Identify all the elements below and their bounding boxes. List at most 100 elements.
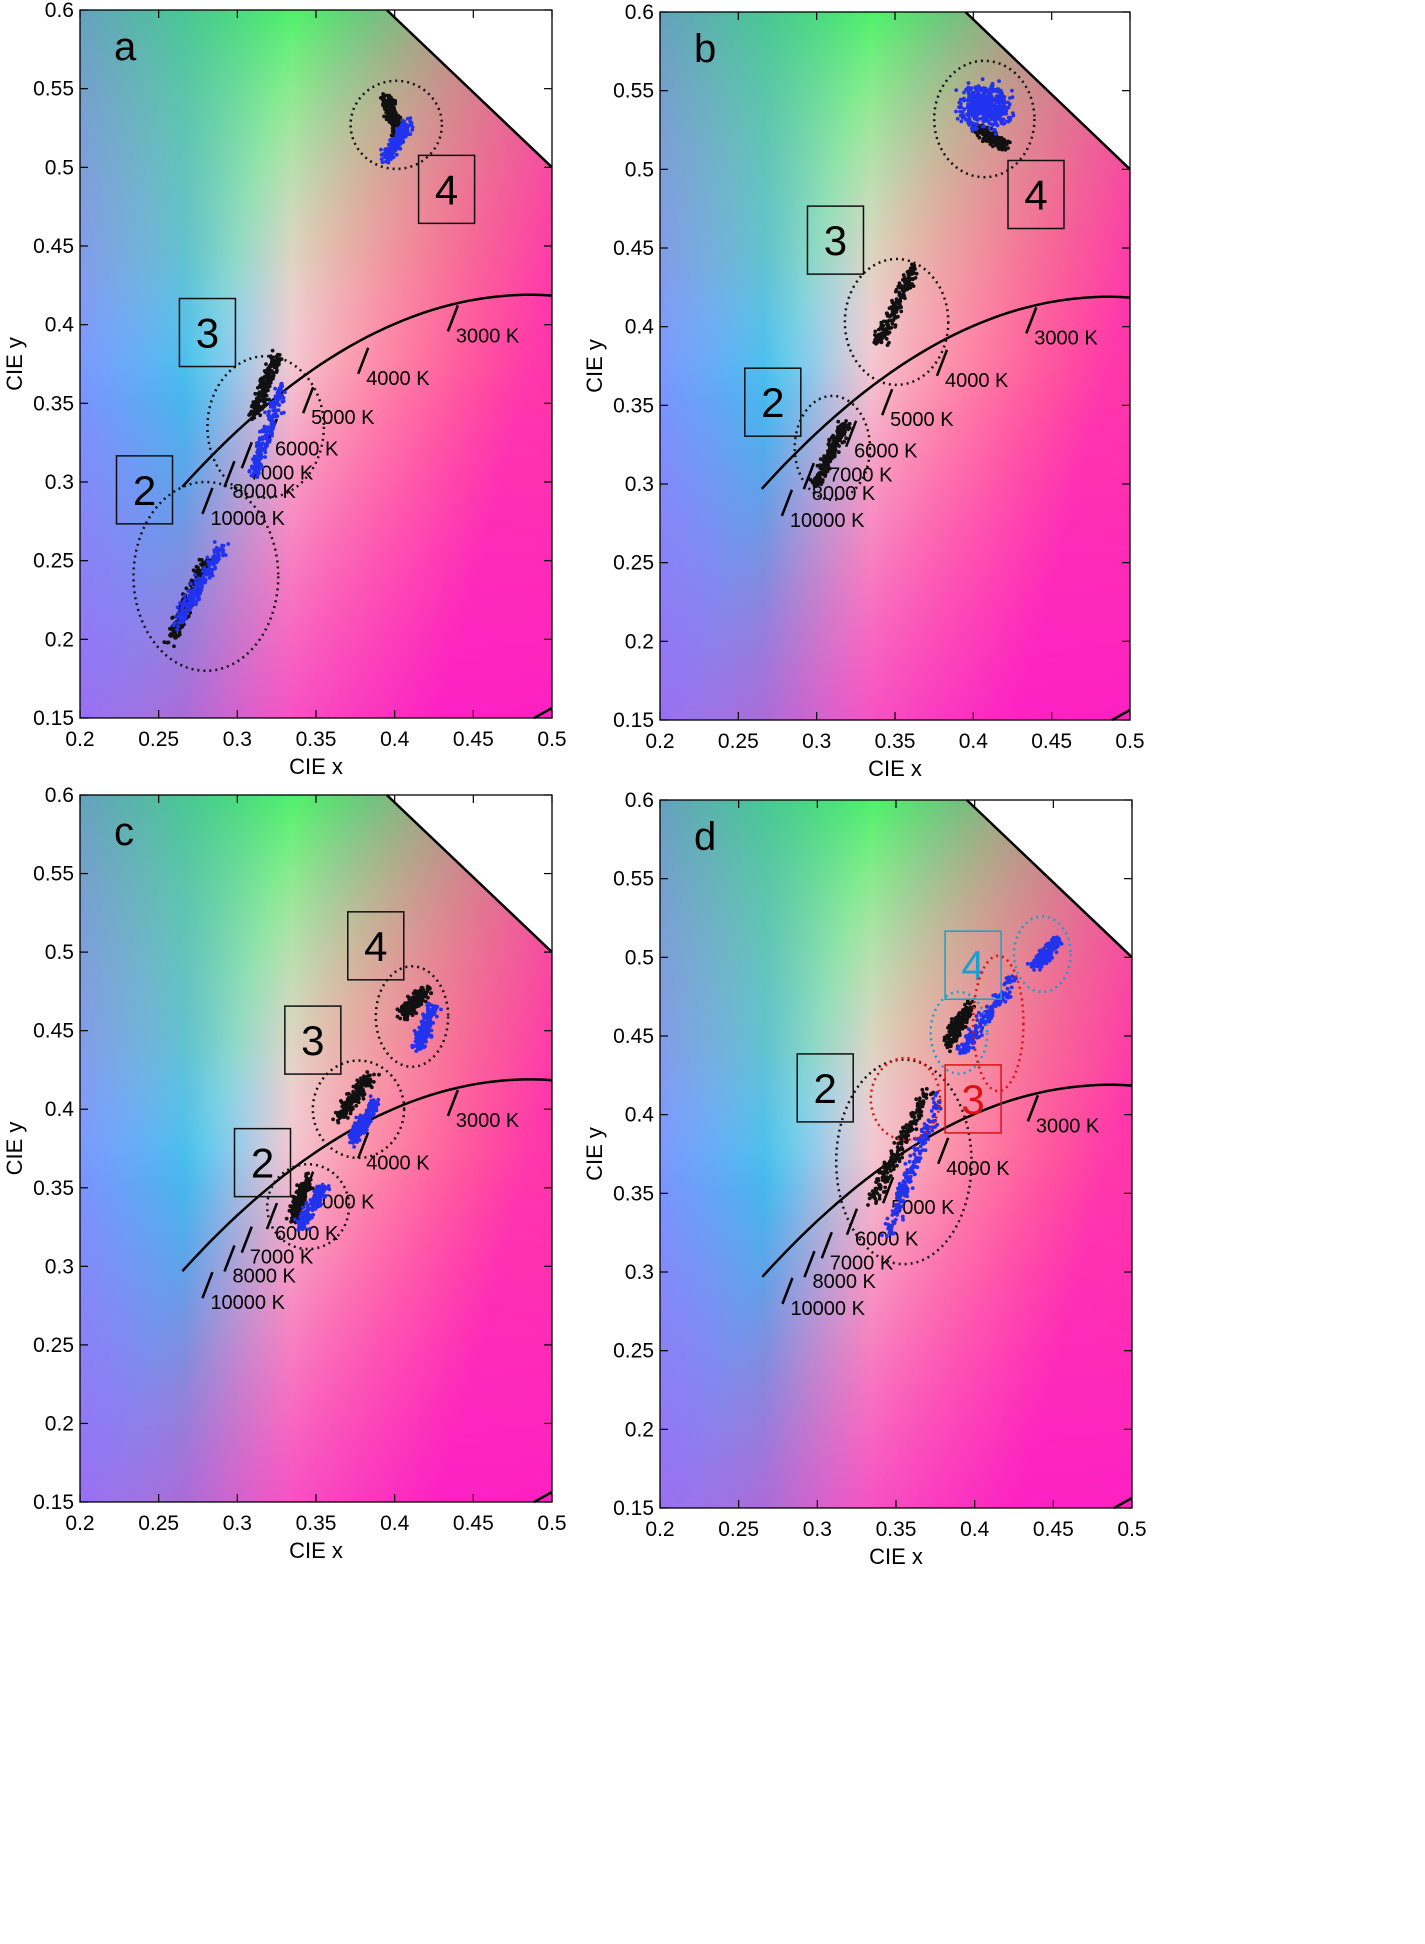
data-point [1050,938,1055,943]
data-point [213,554,218,558]
data-point [838,429,842,434]
data-point [263,410,267,415]
y-tick-label: 0.55 [33,78,74,101]
data-point [964,87,968,92]
cluster-box [417,154,476,225]
data-point [419,1019,424,1024]
data-point [993,128,997,132]
data-point [416,1034,421,1039]
data-point [310,1202,314,1207]
data-point [336,1120,341,1125]
data-point [410,1013,415,1017]
data-point [992,104,996,108]
data-point [1007,990,1012,994]
data-point [881,331,886,336]
cluster-label: 3 [824,217,847,264]
data-point [425,1034,429,1039]
data-point [257,440,261,445]
data-point [824,464,829,469]
data-point [1010,95,1015,100]
cct-label: 10000 K [210,1292,285,1314]
data-point [827,439,832,443]
data-point [347,1100,352,1105]
cluster-ring [834,1058,973,1266]
data-point [274,370,279,374]
cct-tick [881,388,894,416]
x-tick-label: 0.25 [138,1512,179,1535]
data-point [263,433,268,438]
data-point [267,384,272,389]
data-point [400,130,405,135]
cct-label: 5000 K [890,409,954,431]
cct-label: 8000 K [232,481,296,503]
y-tick-label: 0.15 [33,1491,74,1514]
data-point [870,1194,874,1199]
data-point [302,1195,307,1200]
data-point [968,1006,973,1011]
data-point [884,311,889,316]
data-point [808,477,813,482]
data-point [889,1159,894,1163]
data-point [924,1087,929,1091]
data-point [394,152,399,157]
cct-label: 7000 K [250,462,314,484]
cct-label: 10000 K [210,508,285,530]
data-point [186,589,191,593]
data-point [867,1192,872,1197]
data-point [889,305,894,309]
data-point [183,597,188,602]
data-point [998,91,1003,96]
data-point [417,1038,422,1043]
data-point [1001,117,1006,122]
data-point [883,1221,888,1226]
data-point [958,1048,962,1053]
data-point [985,1013,989,1018]
data-point [900,1204,904,1209]
spectral-locus-line [385,9,553,169]
data-point [1007,102,1012,107]
y-tick-label: 0.45 [613,237,654,260]
data-point [875,1186,879,1191]
x-tick-label: 0.3 [223,728,252,751]
data-point [201,561,205,565]
data-point [191,601,195,606]
data-point [214,560,219,565]
cluster-ring [793,394,872,501]
data-point [175,605,180,610]
data-point [1001,107,1006,112]
data-point [420,1030,425,1035]
data-point [840,440,845,445]
data-point [988,104,993,109]
data-point [298,1226,303,1231]
data-point [831,447,836,451]
data-point [319,1202,323,1207]
data-point [993,993,998,997]
data-point [909,1166,913,1171]
y-tick-label: 0.35 [613,394,654,417]
data-point [886,323,891,327]
data-point [836,450,841,454]
x-axis-label: CIE x [289,1538,343,1563]
data-point [362,1120,366,1125]
data-point [960,1026,965,1030]
data-point [925,1125,929,1130]
data-point [957,105,961,110]
data-point [871,1191,876,1196]
cct-label: 3000 K [1034,327,1098,349]
cct-tick [1025,306,1038,334]
data-point [910,1110,915,1115]
data-point [412,1044,416,1049]
data-point [432,1011,437,1016]
x-tick-label: 0.25 [718,1518,759,1541]
data-point [890,298,894,303]
data-point [415,995,420,999]
data-point [818,457,823,461]
data-point [975,133,980,138]
data-point [306,1203,310,1208]
data-point [1048,942,1052,947]
data-point [969,108,974,113]
data-point [933,1093,938,1098]
data-point [267,416,272,421]
data-point [277,362,281,367]
data-point [393,146,398,151]
